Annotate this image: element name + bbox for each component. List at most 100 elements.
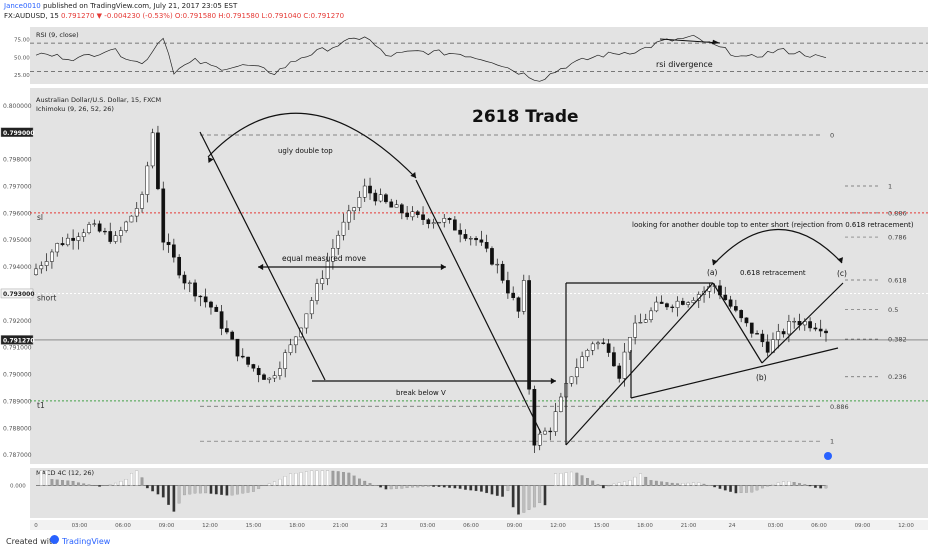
wave-a-label: (a) <box>707 268 718 277</box>
looking-short-label: looking for another double top to enter … <box>632 221 914 229</box>
candle-body <box>394 204 399 208</box>
x-tick-label: 06:00 <box>115 523 131 529</box>
candle-body <box>447 218 452 221</box>
candle-body <box>458 229 463 235</box>
macd-bar <box>77 482 80 486</box>
candle-body <box>734 306 738 311</box>
candle-body <box>431 222 436 225</box>
arrow-head <box>440 263 446 271</box>
footer-created-with: Created with <box>6 537 58 546</box>
macd-bar <box>326 470 330 486</box>
candle-body <box>627 337 632 353</box>
macd-bar <box>273 481 276 486</box>
macd-bar <box>485 485 489 494</box>
macd-bar <box>580 475 584 486</box>
candle-body <box>612 352 616 367</box>
macd-bar <box>798 483 801 486</box>
macd-bar <box>575 472 579 486</box>
macd-bar <box>45 470 49 486</box>
arc-arrow-head <box>712 259 718 265</box>
x-axis-bg <box>30 520 928 530</box>
candle-body <box>145 165 150 195</box>
rsi-panel[interactable] <box>30 27 928 84</box>
candle-body <box>65 237 70 246</box>
macd-bar <box>527 485 531 510</box>
candle-body <box>490 248 494 265</box>
candle-body <box>739 310 744 319</box>
candle-body <box>638 322 643 324</box>
macd-bar <box>702 483 706 486</box>
candle-body <box>34 268 38 275</box>
macd-bar <box>464 485 467 490</box>
x-tick-label: 21:00 <box>681 523 697 529</box>
macd-bar <box>824 485 828 489</box>
candle-body <box>468 238 473 240</box>
fib-level-label: 1 <box>830 438 834 446</box>
candle-body <box>421 214 425 220</box>
header-line-2: FX:AUDUSD, 15 0.791270 ▼ -0.004230 (-0.5… <box>4 12 344 20</box>
candle-body <box>686 302 690 305</box>
x-tick-label: 0 <box>34 523 38 529</box>
rsi-tick-label: 50.00 <box>14 55 30 61</box>
macd-bar <box>66 480 70 486</box>
leg-down-1 <box>199 131 326 381</box>
footer-brand[interactable]: TradingView <box>62 537 111 546</box>
y-tick-label: 0.792000 <box>3 318 32 325</box>
published-text: published on TradingView.com, July 21, 2… <box>43 2 238 10</box>
candle-body <box>580 356 584 368</box>
x-tick-label: 09:00 <box>507 523 523 529</box>
candle-body <box>172 244 176 258</box>
macd-bar <box>389 485 393 490</box>
annotation-layer: Australian Dollar/U.S. Dollar, 15, FXCMI… <box>36 96 914 460</box>
macd-bar <box>352 475 356 486</box>
macd-bar <box>188 485 192 495</box>
macd-bar <box>363 480 367 486</box>
candle-body <box>113 235 118 242</box>
ichimoku-label: Ichimoku (9, 26, 52, 26) <box>36 105 114 113</box>
candle-body <box>606 343 611 353</box>
macd-bar <box>82 483 86 486</box>
x-tick-label: 15:00 <box>594 523 610 529</box>
candle-body <box>760 333 765 343</box>
x-tick-label: 15:00 <box>246 523 262 529</box>
candle-body <box>187 282 192 284</box>
author-link[interactable]: Jance0010 <box>4 2 41 10</box>
candle-body <box>346 210 351 223</box>
candle-body <box>60 243 65 246</box>
macd-bar <box>697 482 701 486</box>
arrow-head <box>258 263 264 271</box>
level-label-short: short <box>37 293 56 302</box>
candle-body <box>44 261 49 266</box>
macd-bar <box>198 485 202 494</box>
candle-body <box>654 301 659 312</box>
macd-bar <box>479 485 483 492</box>
macd-bar <box>543 485 547 506</box>
candle-body <box>617 365 622 379</box>
candle-body <box>442 218 447 223</box>
candle-body <box>378 194 383 202</box>
macd-bar <box>331 470 335 486</box>
macd-bar <box>230 485 234 496</box>
macd-bar <box>554 473 557 486</box>
y-tick-label: 0.795000 <box>3 237 32 244</box>
candle-body <box>649 310 653 320</box>
candle-body <box>405 212 409 218</box>
arrow-head <box>550 377 556 385</box>
macd-bar <box>586 478 589 486</box>
macd-bar <box>490 485 494 495</box>
fib-level-label: 0.618 <box>888 277 907 285</box>
macd-bar <box>760 485 764 489</box>
candle-body <box>543 430 547 435</box>
macd-bar <box>633 476 637 486</box>
macd-bar <box>87 484 91 486</box>
macd-bar <box>517 485 520 515</box>
x-tick-label: 24 <box>729 523 736 529</box>
candle-body <box>129 215 134 223</box>
macd-bar <box>623 481 626 486</box>
macd-bar <box>278 478 282 486</box>
candle-body <box>453 219 457 231</box>
candle-body <box>675 300 680 308</box>
macd-bar <box>792 482 796 486</box>
macd-bar <box>320 470 324 486</box>
macd-bar <box>570 471 573 486</box>
